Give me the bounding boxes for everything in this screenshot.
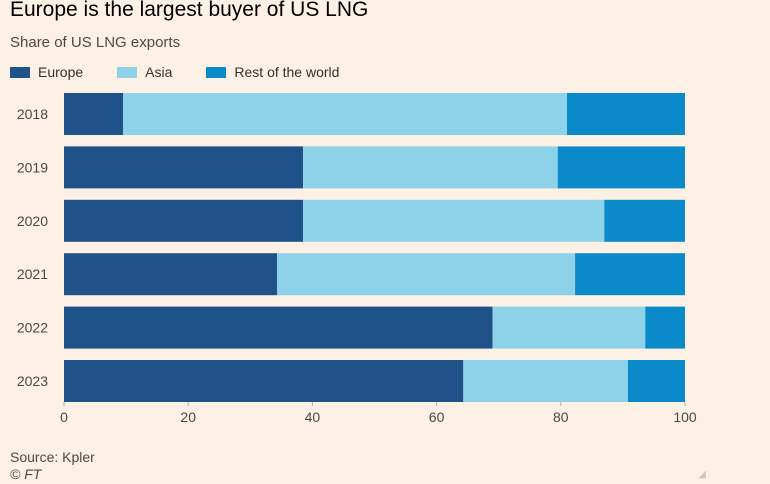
bar-2020-asia [303, 199, 605, 242]
x-tick-label-20: 20 [180, 409, 196, 425]
x-tick-label-40: 40 [305, 409, 321, 425]
category-label-2021: 2021 [17, 266, 48, 282]
bar-2020-europe [64, 199, 304, 242]
bar-2023-asia [463, 360, 628, 402]
bar-2021-asia [277, 253, 576, 296]
legend: Europe Asia Rest of the world [10, 64, 373, 80]
bar-2021-europe [64, 253, 278, 296]
legend-item-europe: Europe [10, 64, 83, 80]
category-label-2020: 2020 [17, 213, 48, 229]
bar-2021-rest-of-the-world [575, 253, 685, 296]
legend-item-asia: Asia [117, 64, 172, 80]
bar-2018-asia [122, 93, 568, 135]
legend-swatch-rest [206, 66, 227, 78]
bar-2023-europe [64, 360, 464, 402]
bar-2022-rest-of-the-world [645, 306, 685, 349]
category-label-2022: 2022 [17, 320, 48, 336]
bar-2022-europe [64, 306, 493, 349]
x-tick-label-60: 60 [429, 409, 445, 425]
legend-swatch-asia [117, 66, 138, 78]
legend-label-rest: Rest of the world [234, 64, 340, 80]
category-label-2019: 2019 [17, 159, 48, 175]
legend-item-rest: Rest of the world [206, 64, 339, 80]
x-tick-label-100: 100 [673, 409, 697, 425]
bar-2019-asia [303, 146, 558, 189]
bar-2023-rest-of-the-world [627, 360, 685, 402]
chart-subtitle: Share of US LNG exports [10, 34, 181, 51]
bar-2020-rest-of-the-world [604, 199, 685, 242]
category-label-2018: 2018 [17, 106, 48, 122]
legend-label-europe: Europe [38, 64, 84, 80]
bar-2019-europe [64, 146, 304, 189]
source-note: Source: Kpler [10, 449, 95, 465]
x-tick-label-0: 0 [60, 409, 68, 425]
chart-title: Europe is the largest buyer of US LNG [10, 0, 369, 21]
legend-label-asia: Asia [145, 64, 173, 80]
category-label-2023: 2023 [17, 373, 48, 389]
copyright-note: © FT [10, 466, 42, 482]
bar-2018-rest-of-the-world [567, 93, 685, 135]
resize-grip-icon: ◢ [698, 469, 706, 480]
bar-2018-europe [64, 93, 123, 135]
bar-2022-asia [492, 306, 646, 349]
bar-2019-rest-of-the-world [557, 146, 685, 189]
legend-swatch-europe [10, 66, 30, 78]
x-tick-label-80: 80 [553, 409, 569, 425]
